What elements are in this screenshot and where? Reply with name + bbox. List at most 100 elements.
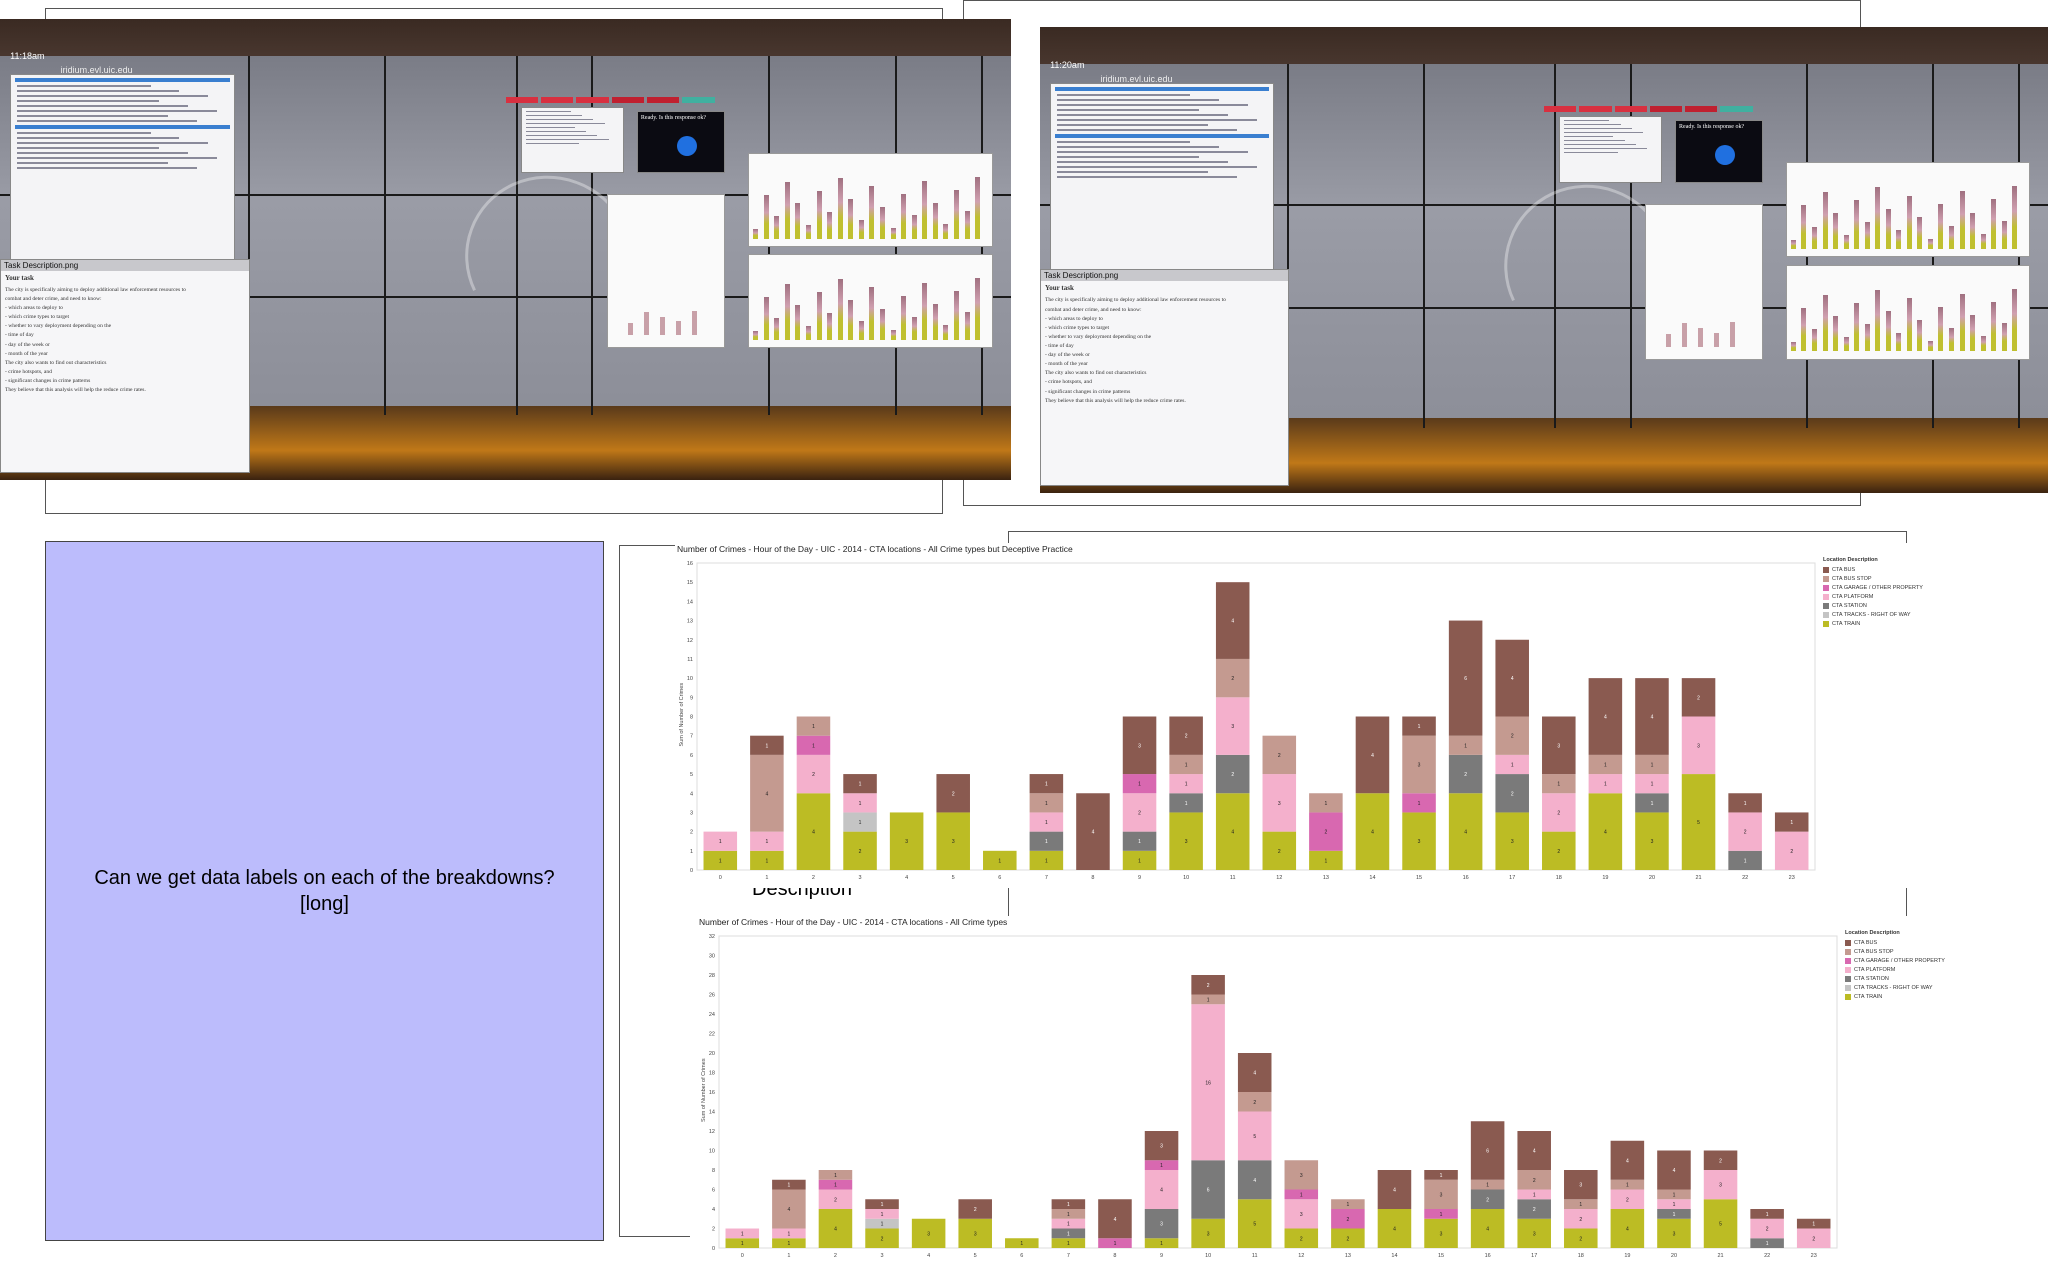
mini-bar bbox=[901, 295, 907, 340]
bar-data-label: 1 bbox=[1207, 997, 1210, 1003]
list-line bbox=[1564, 135, 1614, 137]
bar-data-label: 1 bbox=[1160, 1163, 1163, 1169]
bar-segment bbox=[1169, 716, 1203, 755]
legend-item: CTA BUS STOP bbox=[1845, 947, 1945, 956]
bar-segment bbox=[1309, 812, 1343, 851]
bar-segment bbox=[772, 1228, 806, 1239]
response-dialog: Ready. Is this response ok? bbox=[1675, 120, 1763, 183]
list-line bbox=[1564, 123, 1621, 125]
table-row bbox=[17, 110, 218, 113]
bar-data-label: 3 bbox=[1533, 1231, 1536, 1237]
mini-bar bbox=[774, 317, 780, 340]
table-row bbox=[17, 157, 218, 160]
x-tick-label: 8 bbox=[1113, 1253, 1116, 1259]
bar-data-label: 2 bbox=[834, 1197, 837, 1203]
bar-segment bbox=[1402, 812, 1436, 870]
bar-segment bbox=[725, 1238, 760, 1248]
x-tick-label: 19 bbox=[1624, 1253, 1630, 1259]
bar-segment bbox=[1750, 1218, 1784, 1239]
y-tick-label: 10 bbox=[687, 676, 693, 682]
y-tick-label: 0 bbox=[690, 868, 693, 874]
bar-segment bbox=[1564, 1228, 1598, 1248]
bar-segment bbox=[1237, 1199, 1272, 1248]
bar-data-label: 3 bbox=[1673, 1231, 1676, 1237]
mini-bar bbox=[659, 316, 665, 336]
bar-segment bbox=[936, 774, 970, 813]
bar-segment bbox=[1495, 639, 1529, 717]
mini-bar bbox=[816, 190, 822, 239]
bar-segment bbox=[1750, 1209, 1784, 1219]
legend-label: CTA BUS STOP bbox=[1854, 948, 1894, 955]
bar-data-label: 2 bbox=[1766, 1227, 1769, 1233]
x-tick-label: 6 bbox=[998, 875, 1001, 881]
bar-data-label: 1 bbox=[787, 1241, 790, 1247]
mini-bar bbox=[2012, 186, 2018, 249]
bar-segment bbox=[1681, 678, 1716, 717]
display-bezel bbox=[0, 295, 1011, 298]
bar-segment bbox=[1703, 1199, 1738, 1248]
bar-segment bbox=[1448, 754, 1483, 794]
bar-segment bbox=[1470, 1189, 1505, 1209]
legend-swatch bbox=[1845, 993, 1851, 1000]
bar-segment bbox=[1542, 793, 1576, 832]
bar-data-label: 3 bbox=[1160, 1144, 1163, 1150]
bar-segment bbox=[796, 793, 831, 870]
mini-bar bbox=[805, 326, 811, 340]
bar-segment bbox=[936, 812, 970, 870]
bar-data-label: 3 bbox=[1278, 801, 1281, 807]
task-line: - crime hotspots, and bbox=[5, 368, 52, 375]
mini-bar bbox=[954, 291, 960, 340]
y-tick-label: 12 bbox=[709, 1129, 715, 1135]
task-line: - day of the week or bbox=[5, 341, 50, 348]
photo-right: 11:20am iridium.evl.uic.edu Ready. Is this… bbox=[1040, 27, 2048, 493]
bar-data-label: 1 bbox=[1045, 820, 1048, 826]
table-row bbox=[1057, 103, 1248, 106]
table-row bbox=[17, 147, 160, 150]
y-tick-label: 16 bbox=[687, 561, 693, 567]
bar-data-label: 3 bbox=[1207, 1231, 1210, 1237]
x-tick-label: 17 bbox=[1531, 1253, 1537, 1259]
task-line: - whether to vary deployment depending o… bbox=[5, 323, 112, 330]
bar-segment bbox=[1610, 1209, 1645, 1248]
y-tick-label: 32 bbox=[709, 934, 715, 940]
mini-bar bbox=[675, 321, 681, 336]
table-row bbox=[1057, 98, 1219, 101]
task-line: The city is specifically aiming to deplo… bbox=[1045, 297, 1226, 304]
mini-bar bbox=[837, 177, 843, 239]
bar-data-label: 2 bbox=[1346, 1217, 1349, 1223]
bar-data-label: 1 bbox=[1766, 1241, 1769, 1247]
display-bezel bbox=[1040, 204, 2048, 207]
bar-data-label: 3 bbox=[974, 1231, 977, 1237]
plot-area bbox=[718, 935, 1838, 1249]
task-line: - significant changes in crime patterns bbox=[1045, 388, 1131, 395]
legend-item: CTA TRAIN bbox=[1845, 992, 1945, 1001]
window-tab bbox=[647, 97, 680, 104]
x-tick-label: 13 bbox=[1323, 875, 1329, 881]
bar-data-label: 2 bbox=[1812, 1236, 1815, 1242]
bar-segment bbox=[1284, 1199, 1319, 1229]
window-tab bbox=[505, 97, 538, 104]
window-tab bbox=[1649, 106, 1683, 113]
bar-segment bbox=[1774, 812, 1809, 832]
table-row bbox=[17, 137, 180, 140]
table-row bbox=[17, 85, 151, 88]
table-header-bar bbox=[15, 125, 230, 130]
table-row bbox=[1057, 113, 1228, 116]
bar-segment bbox=[1448, 793, 1483, 870]
mini-bar bbox=[795, 203, 801, 239]
bar-data-label: 2 bbox=[1533, 1178, 1536, 1184]
bar-data-label: 1 bbox=[1812, 1222, 1815, 1228]
chart-legend: Location Description CTA BUS CTA BUS STOP… bbox=[1823, 557, 1923, 628]
x-tick-label: 8 bbox=[1091, 875, 1094, 881]
legend-title: Location Description bbox=[1823, 557, 1878, 563]
bar-segment bbox=[1542, 831, 1576, 870]
mini-bar bbox=[1854, 200, 1860, 249]
bar-segment bbox=[1237, 1111, 1272, 1161]
bar-data-label: 4 bbox=[1464, 830, 1467, 836]
bar-segment bbox=[1588, 754, 1623, 775]
window-tab bbox=[540, 97, 574, 104]
bar-segment bbox=[1728, 850, 1762, 870]
bar-data-label: 1 bbox=[1185, 762, 1188, 768]
chart-bottom: 0 2 4 6 8 10 12 14 16 18 20 22 24 26 28 30 32 Sum of Numb… bbox=[697, 916, 1947, 1266]
bar-data-label: 2 bbox=[1278, 753, 1281, 759]
